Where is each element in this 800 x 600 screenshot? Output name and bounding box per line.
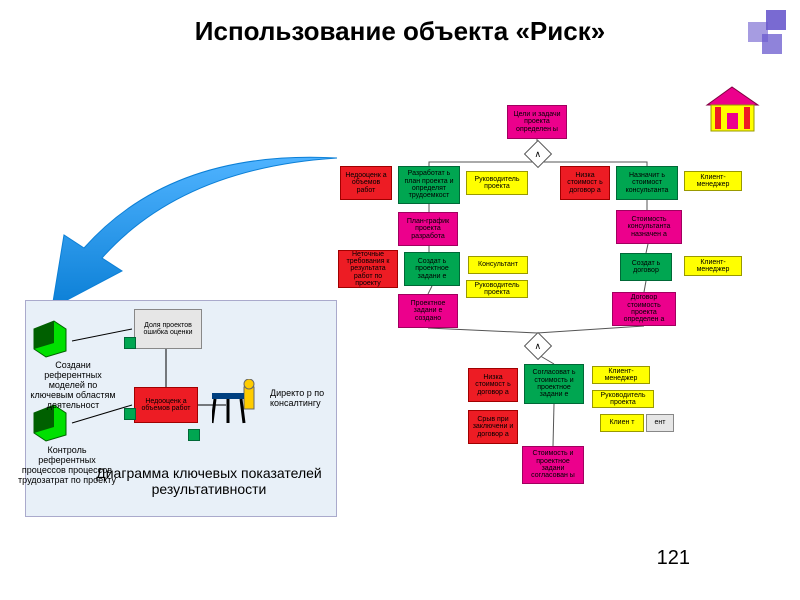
- flow-node-agree: Согласоват ь стоимость и проектное задан…: [524, 364, 584, 404]
- flow-node-underest1: Недооценк а объемов работ: [340, 166, 392, 200]
- flow-node-create_task: Создат ь проектное задани е: [404, 252, 460, 286]
- flow-node-wrong_req: Неточные требования к результата работ п…: [338, 250, 398, 288]
- flow-node-agreed: Стоимость и проектное задани согласован …: [522, 446, 584, 484]
- flow-node-consultant: Консультант: [468, 256, 528, 274]
- kpi-panel: Создани референтных моделей по ключевым …: [25, 300, 337, 517]
- gate-1: ∧: [524, 332, 552, 360]
- tiny-green-marker: [124, 408, 136, 420]
- house-icon: [705, 85, 760, 133]
- gate-0: ∧: [524, 140, 552, 168]
- big-blue-arrow: [22, 153, 342, 313]
- flow-node-ruk1: Руководитель проекта: [466, 171, 528, 195]
- tiny-green-marker: [188, 429, 200, 441]
- flow-node-client1: Клиент-менеджер: [684, 171, 742, 191]
- flow-node-ext: ент: [646, 414, 674, 432]
- flow-node-task_done: Проектное задани е создано: [398, 294, 458, 328]
- tiny-green-marker: [124, 337, 136, 349]
- flow-node-client3: Клиент-менеджер: [592, 366, 650, 384]
- flow-node-client2: Клиент-менеджер: [684, 256, 742, 276]
- flow-node-plan_dev: Разработат ь план проекта и определят тр…: [398, 166, 460, 204]
- flow-node-low_cost2: Низка стоимост ь договор а: [468, 368, 518, 402]
- flow-node-ruk2: Руководитель проекта: [466, 280, 528, 298]
- page-title: Использование объекта «Риск»: [0, 16, 800, 47]
- kpi-node-underest: Недооценк а объемов работ: [134, 387, 198, 423]
- flow-node-ruk3: Руководитель проекта: [592, 390, 654, 408]
- kpi-label-director: Директо р по консалтингу: [270, 389, 334, 409]
- flow-node-assign_cost: Назначит ь стоимост консультанта: [616, 166, 678, 200]
- corner-decoration: [740, 10, 790, 60]
- page-number: 121: [657, 547, 690, 570]
- person-desk-icon: [212, 379, 272, 433]
- kpi-panel-title: Диаграмма ключевых показателей результат…: [94, 465, 324, 497]
- flow-node-fail: Срыв при заключени и договор а: [468, 410, 518, 444]
- flow-node-plan_done: План-график проекта разработа: [398, 212, 458, 246]
- flow-node-cost_set: Стоимость консультанта назначен а: [616, 210, 682, 244]
- kpi-node-share: Доля проектов ошибка оценки: [134, 309, 202, 349]
- flow-node-client4: Клиен т: [600, 414, 644, 432]
- kpi-label-create-ref: Создани референтных моделей по ключевым …: [28, 361, 118, 410]
- flow-node-goals: Цели и задачи проекта определен ы: [507, 105, 567, 139]
- flow-node-dog_done: Договор стоимость проекта определен а: [612, 292, 676, 326]
- flow-node-create_dog: Создат ь договор: [620, 253, 672, 281]
- arrow-3d-icon: [32, 319, 72, 359]
- flow-node-low_cost1: Низка стоимост ь договор а: [560, 166, 610, 200]
